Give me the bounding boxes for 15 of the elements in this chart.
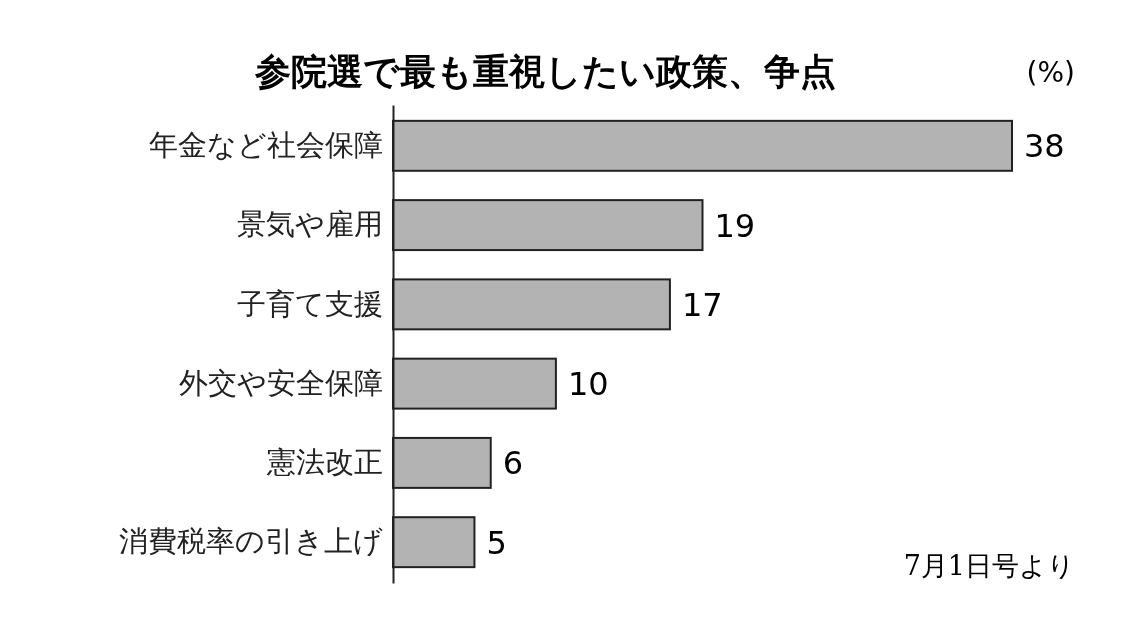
y-tick-label: 外交や安全保障 (179, 366, 383, 399)
y-tick-label: 憲法改正 (266, 446, 383, 479)
y-tick-label: 消費税率の引き上げ (119, 525, 383, 558)
data-label: 6 (502, 444, 524, 483)
data-label: 19 (714, 206, 756, 245)
data-label: 17 (681, 285, 723, 324)
data-label: 10 (567, 365, 609, 404)
chart-title: 参院選で最も重視したい政策、争点 (253, 51, 836, 92)
x-axis-title: (%) (1026, 56, 1075, 89)
data-label: 38 (1024, 127, 1065, 166)
y-tick-label: 子育て支援 (237, 287, 383, 320)
data-label: 5 (486, 523, 507, 562)
annotation: 7月1日号より (903, 550, 1075, 581)
y-tick-label: 年金など社会保障 (149, 129, 383, 162)
y-tick-label: 景気や雇用 (237, 208, 383, 241)
